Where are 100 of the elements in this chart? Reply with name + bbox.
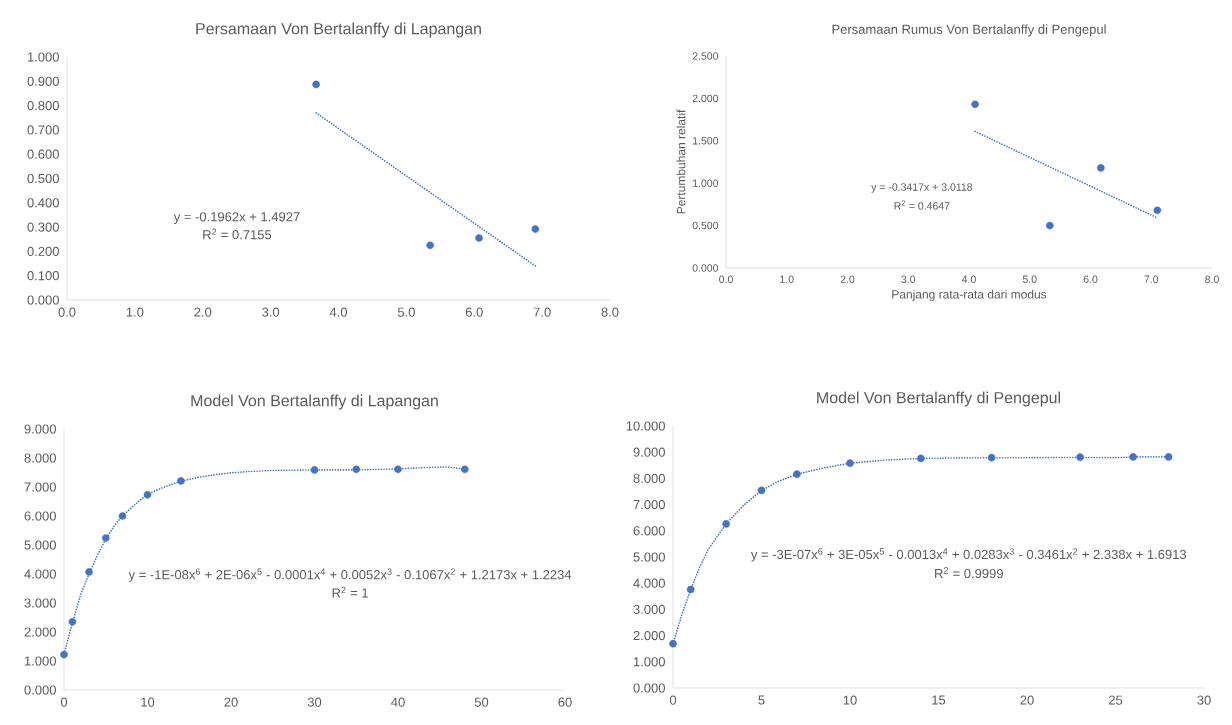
x-tick-label: 2.0	[194, 307, 212, 317]
point	[1164, 453, 1173, 461]
point	[1097, 164, 1105, 172]
y-tick-label: 6.000	[633, 526, 665, 536]
point	[846, 459, 854, 467]
y-tick-label: 7.000	[633, 499, 665, 510]
x-tick-label: 5.0	[397, 307, 415, 317]
y-tick-label: 0.400	[27, 198, 59, 208]
x-tick-label: 0	[669, 695, 677, 705]
x-tick-label: 20	[1020, 695, 1034, 705]
point	[461, 465, 469, 474]
x-tick-label: 60	[558, 697, 572, 707]
point	[85, 568, 93, 576]
y-tick-label: 2.000	[24, 627, 56, 637]
x-tick-label: 3.0	[901, 275, 916, 283]
point	[68, 618, 77, 626]
y-axis-title: Pertumbuhan relatif	[676, 109, 686, 214]
point	[917, 454, 925, 463]
y-tick-label: 0.000	[27, 295, 59, 305]
y-tick-label: 9.000	[24, 424, 56, 434]
annotation: R$^{2}$ = 0.9999	[935, 567, 1003, 579]
point	[669, 639, 677, 648]
y-tick-label: 8.000	[24, 453, 56, 463]
x-tick-label: 5.0	[1022, 275, 1037, 283]
x-tick-label: 0.0	[58, 307, 76, 317]
y-tick-label: 2.000	[692, 94, 719, 103]
y-tick-label: 5.000	[633, 552, 665, 562]
x-tick-label: 8.0	[1205, 275, 1219, 283]
point	[757, 486, 766, 495]
x-tick-label: 3.0	[262, 307, 280, 317]
chart-title: Persamaan Rumus Von Bertalanffy di Pengepul	[832, 24, 1106, 37]
y-tick-label: 0.800	[27, 100, 59, 111]
x-tick-label: 40	[391, 697, 405, 707]
y-tick-label: 0.900	[27, 76, 59, 86]
y-tick-label: 1.000	[693, 179, 719, 187]
point	[475, 234, 483, 242]
point	[394, 465, 402, 474]
x-tick-label: 7.0	[533, 307, 551, 317]
point	[686, 585, 695, 594]
text: y = -1E-08x$^{6}$ + 2E-06x$^{5}$ - 0.0001x$^{4}$ + 0.0052x$^{3}$ - 0.1067x$^{2}$ + 1.2173x + 1.2234	[128, 568, 572, 582]
y-tick-label: 8.000	[633, 473, 665, 483]
y-tick-label: 0.300	[27, 222, 59, 232]
x-tick-label: 6.0	[1083, 275, 1098, 283]
x-tick-label: 20	[224, 697, 238, 707]
annotation: y = -0.3417x + 3.0118	[871, 183, 973, 193]
x-tick-label: 8.0	[601, 307, 619, 317]
point	[310, 466, 319, 474]
annotation: y = -0.1962x + 1.4927	[173, 212, 300, 224]
y-tick-label: 1.000	[633, 657, 665, 667]
y-tick-label: 0.000	[24, 685, 56, 695]
x-tick-label: 10	[141, 697, 155, 707]
x-tick-label: 1.0	[780, 275, 794, 283]
y-tick-label: 3.000	[24, 598, 56, 608]
y-tick-label: 0.200	[27, 246, 59, 256]
annotation: R$^{2}$ = 1	[332, 586, 368, 598]
x-tick-label: 30	[1197, 695, 1211, 705]
y-tick-label: 0.600	[27, 149, 59, 159]
y-tick-label: 7.000	[24, 482, 56, 492]
x-tick-label: 5	[758, 695, 765, 705]
annotation: R$^{2}$ = 0.7155	[203, 228, 272, 240]
x-tick-label: 30	[307, 697, 322, 707]
y-tick-label: 4.000	[24, 569, 56, 579]
point	[426, 241, 434, 250]
point	[1076, 453, 1084, 461]
y-tick-label: 1.000	[24, 656, 56, 666]
x-tick-label: 4.0	[329, 307, 348, 317]
x-tick-label: 6.0	[465, 307, 483, 317]
x-axis-title: Panjang rata-rata dari modus	[892, 289, 1047, 301]
y-tick-label: 0.500	[27, 173, 59, 184]
point	[352, 465, 361, 474]
point	[60, 650, 68, 659]
point	[722, 520, 730, 528]
chart-title: Model Von Bertalanffy di Pengepul	[817, 391, 1061, 407]
chart-title: Persamaan Von Bertalanffy di Lapangan	[196, 22, 481, 38]
x-tick-label: 10	[843, 695, 857, 705]
point	[1046, 221, 1054, 230]
y-tick-label: 1.000	[27, 52, 59, 62]
y-tick-label: 1.500	[693, 137, 719, 145]
x-tick-label: 0	[60, 697, 68, 707]
y-tick-label: 10.000	[626, 421, 665, 431]
x-tick-label: 1.0	[126, 307, 144, 317]
point	[101, 534, 110, 542]
x-tick-label: 15	[932, 695, 946, 705]
point	[1153, 206, 1162, 215]
chart-title: Model Von Bertalanffy di Lapangan	[191, 394, 438, 410]
y-tick-label: 4.000	[633, 578, 665, 588]
y-tick-label: 2.000	[633, 630, 665, 641]
point	[793, 470, 801, 478]
text: y = -3E-07x$^{6}$ + 3E-05x$^{5}$ - 0.0013x$^{4}$ + 0.0283x$^{3}$ - 0.3461x$^{2}$ + 2.338x + 1.6913	[750, 548, 1187, 562]
y-tick-label: 2.500	[692, 52, 719, 60]
y-tick-label: 0.000	[633, 683, 665, 693]
y-tick-label: 0.100	[27, 271, 59, 281]
y-tick-label: 3.000	[633, 604, 665, 614]
x-tick-label: 50	[474, 697, 489, 707]
x-tick-label: 4.0	[961, 275, 976, 283]
annotation: R$^{2}$ = 0.4647	[894, 200, 950, 210]
y-tick-label: 0.500	[692, 221, 719, 230]
point	[312, 80, 320, 89]
point	[987, 453, 996, 462]
x-tick-label: 7.0	[1144, 275, 1159, 283]
